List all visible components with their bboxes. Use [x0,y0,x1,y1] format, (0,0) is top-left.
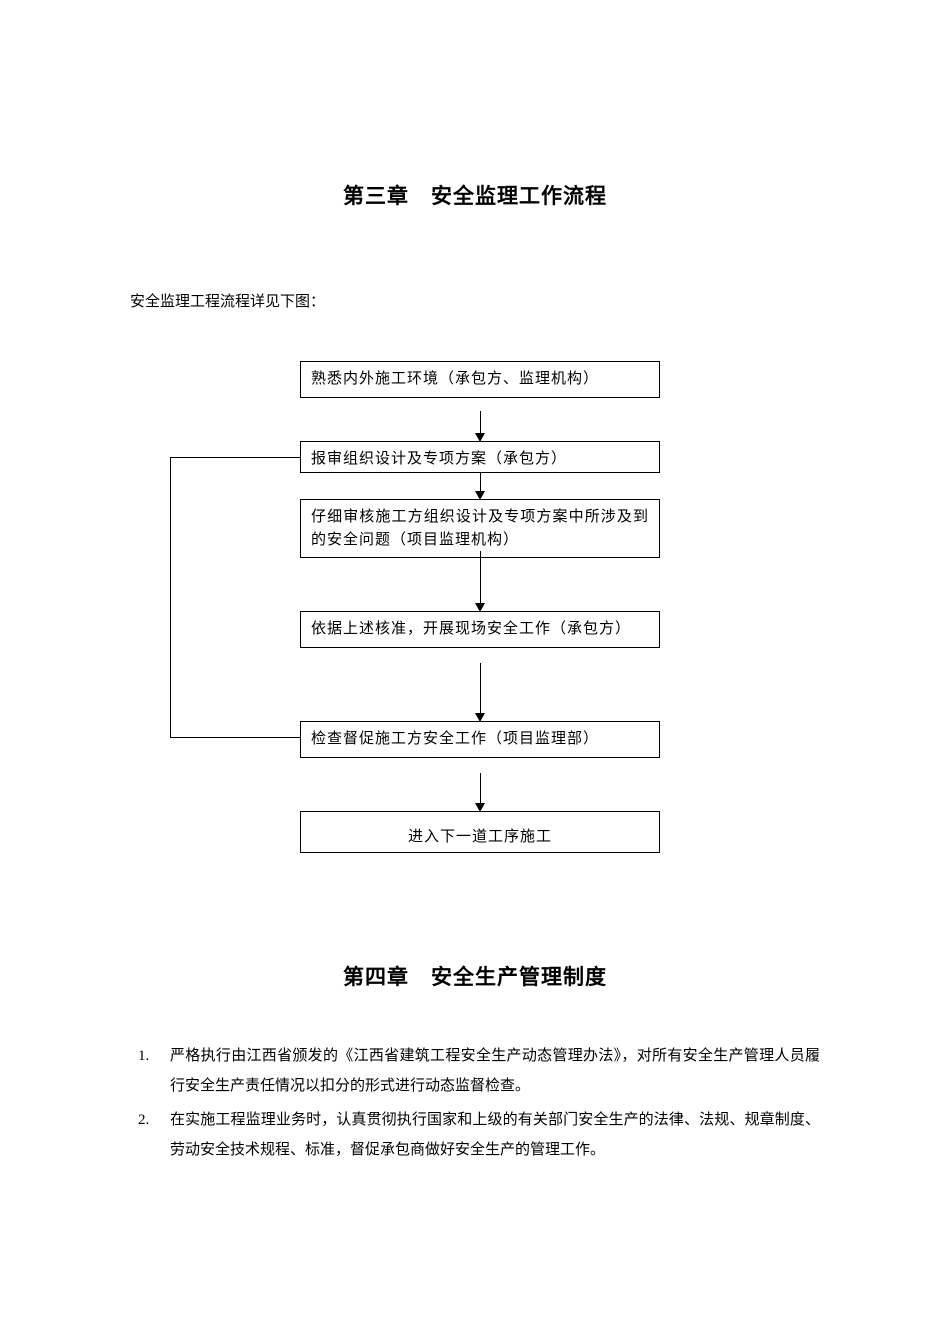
chapter-4-title: 第四章 安全生产管理制度 [130,961,820,991]
chapter-3-intro: 安全监理工程流程详见下图： [130,290,820,311]
flow-node-3: 仔细审核施工方组织设计及专项方案中所涉及到的安全问题（项目监理机构） [300,499,660,558]
list-text: 在实施工程监理业务时，认真贯彻执行国家和上级的有关部门安全生产的法律、法规、规章… [170,1112,820,1158]
flow-node-2: 报审组织设计及专项方案（承包方） [300,441,660,473]
flow-connector [480,773,481,803]
list-number: 2. [138,1105,149,1135]
document-page: 第三章 安全监理工作流程 安全监理工程流程详见下图： 熟悉内外施工环境（承包方、… [0,0,950,1229]
list-item: 2. 在实施工程监理业务时，认真贯彻执行国家和上级的有关部门安全生产的法律、法规… [138,1105,820,1165]
safety-flowchart: 熟悉内外施工环境（承包方、监理机构） 报审组织设计及专项方案（承包方） 仔细审核… [130,361,820,921]
flow-connector [480,663,481,713]
feedback-connector-bottom [170,737,300,738]
chapter-3-title: 第三章 安全监理工作流程 [130,180,820,210]
flow-connector [480,473,481,491]
feedback-connector-top [170,457,300,458]
list-item: 1. 严格执行由江西省颁发的《江西省建筑工程安全生产动态管理办法》，对所有安全生… [138,1041,820,1101]
flow-node-1: 熟悉内外施工环境（承包方、监理机构） [300,361,660,398]
flow-node-6: 进入下一道工序施工 [300,811,660,853]
flow-node-4: 依据上述核准，开展现场安全工作（承包方） [300,611,660,648]
chapter-4-list: 1. 严格执行由江西省颁发的《江西省建筑工程安全生产动态管理办法》，对所有安全生… [130,1041,820,1165]
flow-connector [480,411,481,433]
list-text: 严格执行由江西省颁发的《江西省建筑工程安全生产动态管理办法》，对所有安全生产管理… [170,1048,820,1094]
list-number: 1. [138,1041,149,1071]
feedback-connector-vertical [170,457,171,737]
flow-node-5: 检查督促施工方安全工作（项目监理部） [300,721,660,758]
flow-node-6-label: 进入下一道工序施工 [311,818,649,849]
flow-connector [480,551,481,603]
